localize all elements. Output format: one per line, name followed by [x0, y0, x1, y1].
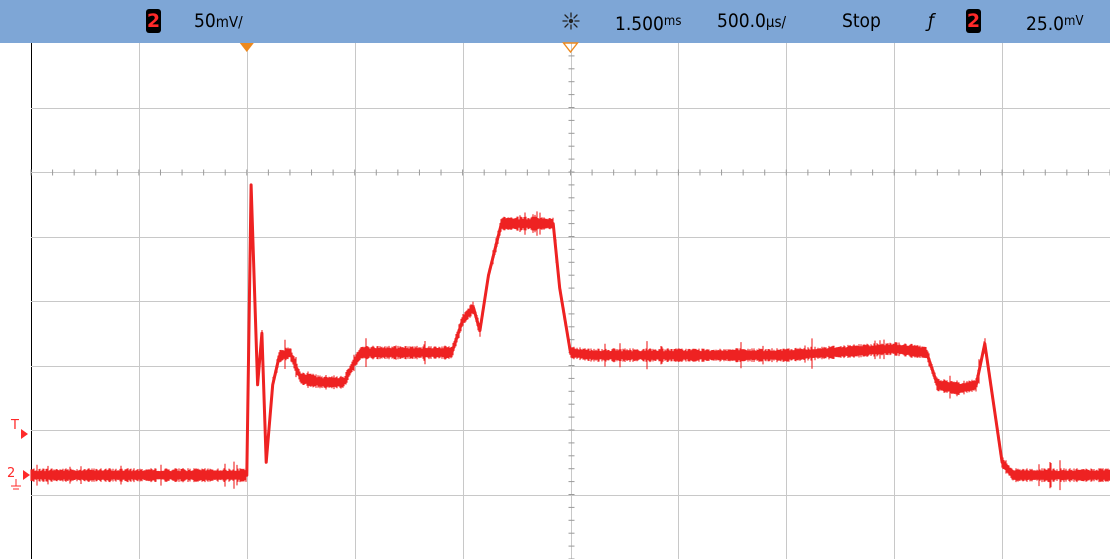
trace-line [31, 183, 1110, 477]
time-delay[interactable]: 1.500ms [615, 0, 681, 43]
channel-badge[interactable]: 2 [146, 9, 161, 33]
markers [11, 42, 579, 490]
trigger-level-unit: mV [1064, 14, 1084, 29]
time-delay-unit: ms [663, 14, 682, 29]
time-scale-value: 500.0 [717, 10, 766, 32]
trace-channel-2 [30, 183, 1110, 491]
trigger-position-marker [239, 43, 254, 52]
graticule [30, 42, 1110, 559]
acquisition-icon-glyph [562, 12, 580, 30]
time-delay-value: 1.500 [615, 13, 664, 35]
trigger-level-value: 25.0 [1026, 13, 1065, 35]
trace-noise-band [30, 186, 1110, 491]
trigger-edge-icon[interactable]: ƒ [928, 10, 935, 32]
time-scale-unit: µs/ [765, 13, 787, 31]
status-bar: 2 50mV/ 1.500ms 500.0µs/ Stop ƒ 2 25.0mV [0, 0, 1110, 43]
vertical-scale[interactable]: 50mV/ [194, 0, 243, 43]
time-scale[interactable]: 500.0µs/ [717, 0, 786, 43]
channel-ground-marker-label: 2 [7, 466, 16, 481]
trigger-level-arrow [21, 429, 28, 439]
acquisition-icon[interactable] [558, 0, 584, 43]
trigger-level[interactable]: 25.0mV [1026, 0, 1083, 43]
trigger-level-marker-label: T [11, 418, 19, 433]
channel-ground-arrow [23, 470, 30, 480]
delay-reference-marker [562, 42, 579, 54]
vertical-scale-unit: mV/ [215, 13, 243, 31]
run-state[interactable]: Stop [842, 10, 881, 32]
vertical-scale-value: 50 [194, 10, 216, 32]
trigger-channel-badge[interactable]: 2 [966, 9, 981, 33]
